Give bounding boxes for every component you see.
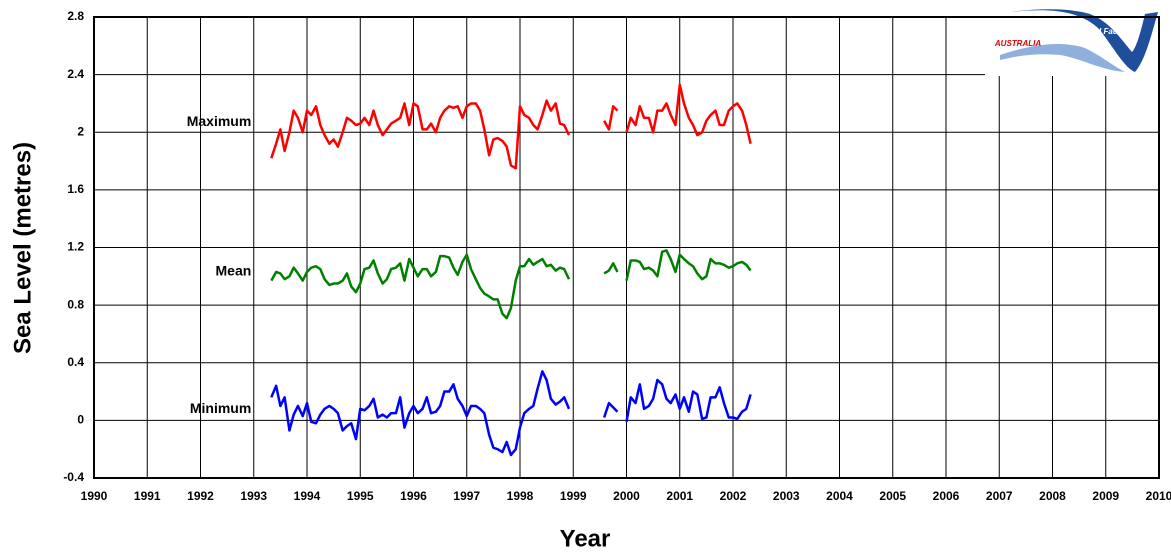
x-tick-label: 2001: [666, 489, 693, 503]
x-tick-label: 1990: [81, 489, 108, 503]
x-tick-label: 2004: [826, 489, 853, 503]
y-tick-label: 0.4: [67, 355, 84, 369]
y-tick-label: 2.8: [67, 9, 84, 23]
logo-swoosh: [1010, 9, 1158, 72]
x-tick-label: 2005: [879, 489, 906, 503]
x-tick-label: 1995: [347, 489, 374, 503]
series-line: [270, 249, 752, 320]
x-tick-label: 1991: [134, 489, 161, 503]
series-line: [270, 83, 752, 170]
x-tick-label: 2007: [986, 489, 1013, 503]
x-tick-label: 1997: [453, 489, 480, 503]
x-tick-label: 1992: [187, 489, 214, 503]
plot-border: [93, 16, 1160, 479]
logo-swoosh-light: [1000, 44, 1125, 72]
series-line: [270, 370, 752, 457]
x-tick-label: 1994: [294, 489, 321, 503]
y-tick-label: -0.4: [63, 470, 84, 484]
y-tick-label: 2.4: [67, 67, 84, 81]
logo-text: National Tidal Facility: [1049, 27, 1132, 36]
y-tick-label: 1.6: [67, 182, 84, 196]
x-tick-label: 2006: [933, 489, 960, 503]
y-tick-label: 1.2: [67, 240, 84, 254]
x-tick-label: 2010: [1146, 489, 1171, 503]
x-tick-label: 2002: [720, 489, 747, 503]
x-tick-label: 2009: [1092, 489, 1119, 503]
logo-text: AUSTRALIA: [994, 39, 1041, 48]
x-tick-label: 1993: [240, 489, 267, 503]
y-tick-label: 0: [77, 413, 84, 427]
x-tick-label: 2003: [773, 489, 800, 503]
y-axis-label: Sea Level (metres): [9, 142, 36, 354]
y-tick-label: 0.8: [67, 297, 84, 311]
y-tick-label: 2: [77, 124, 84, 138]
x-tick-label: 1998: [507, 489, 534, 503]
x-tick-label: 1996: [400, 489, 427, 503]
x-axis-label: Year: [560, 525, 611, 552]
series-label: Maximum: [187, 113, 252, 129]
x-tick-label: 2008: [1039, 489, 1066, 503]
series-label: Mean: [216, 263, 252, 279]
x-tick-label: 2000: [613, 489, 640, 503]
series-label: Minimum: [190, 400, 251, 416]
x-tick-label: 1999: [560, 489, 587, 503]
